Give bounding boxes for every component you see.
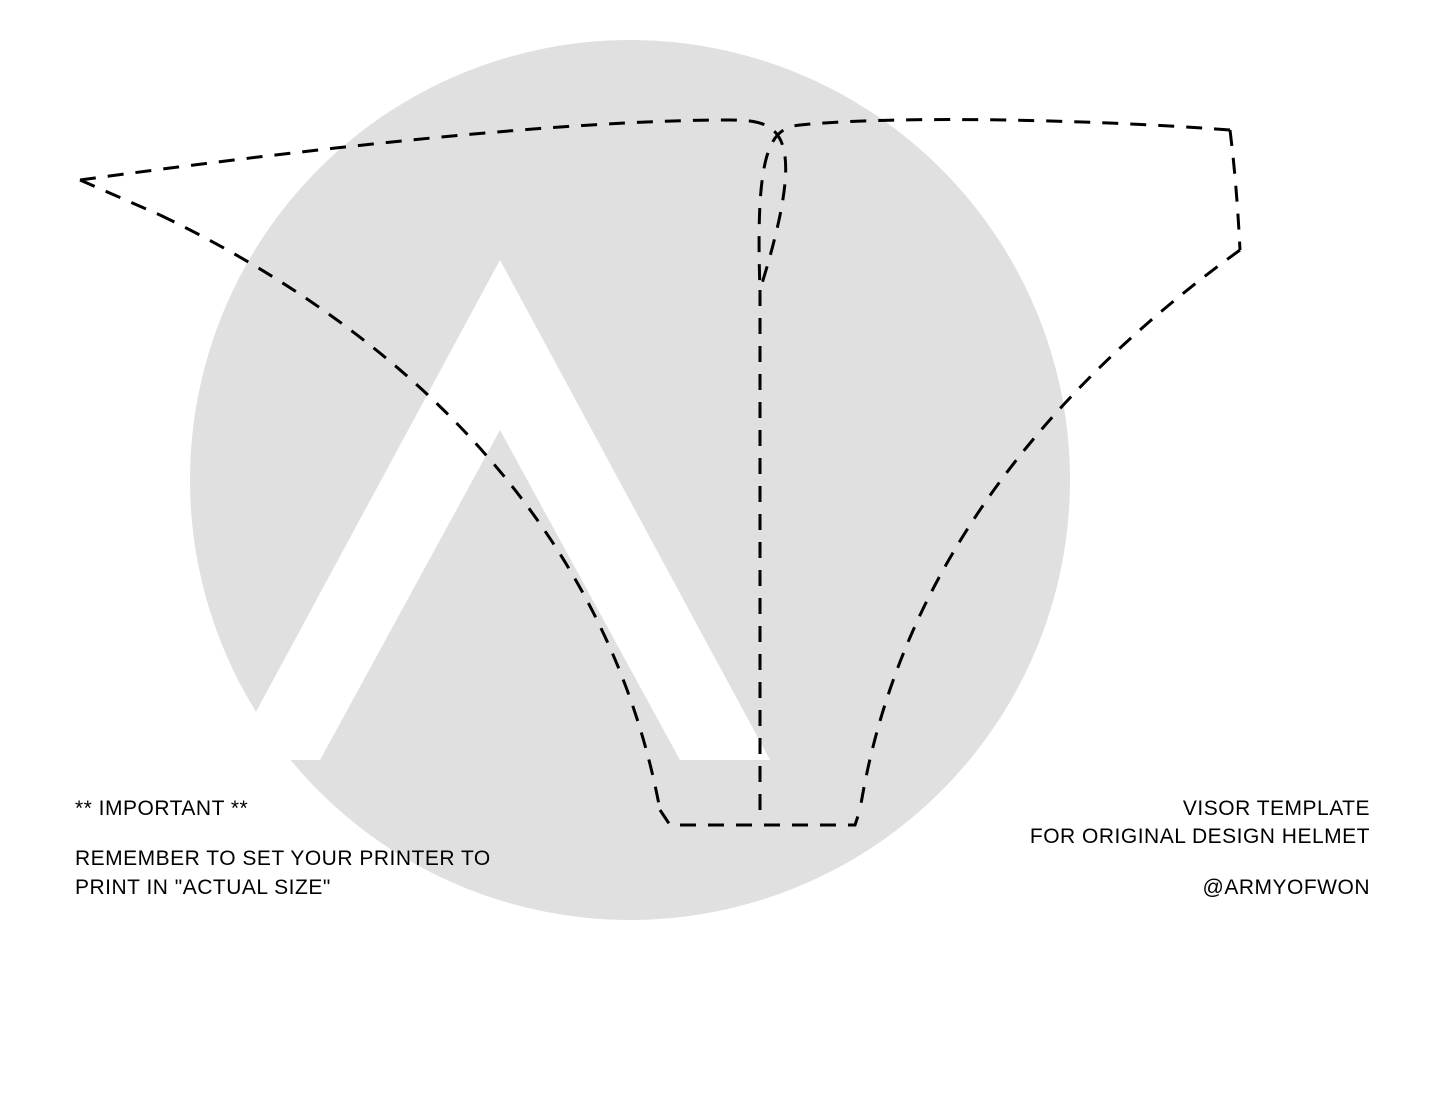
important-heading: ** IMPORTANT ** xyxy=(75,795,491,823)
credit-handle: @ARMYOFWON xyxy=(1030,874,1370,902)
printer-note-line1: REMEMBER TO SET YOUR PRINTER TO xyxy=(75,845,491,873)
title-block: VISOR TEMPLATE FOR ORIGINAL DESIGN HELME… xyxy=(1030,795,1370,902)
title-line2: FOR ORIGINAL DESIGN HELMET xyxy=(1030,823,1370,851)
printer-note-line2: PRINT IN "ACTUAL SIZE" xyxy=(75,874,491,902)
title-line1: VISOR TEMPLATE xyxy=(1030,795,1370,823)
logo-watermark xyxy=(190,40,1070,920)
important-note: ** IMPORTANT ** REMEMBER TO SET YOUR PRI… xyxy=(75,795,491,902)
template-canvas xyxy=(0,0,1445,1117)
